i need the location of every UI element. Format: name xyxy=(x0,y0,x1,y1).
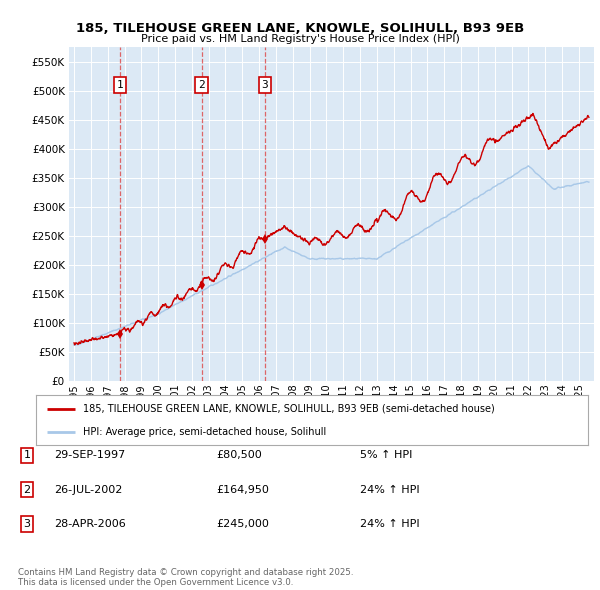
Text: 3: 3 xyxy=(262,80,268,90)
Text: 29-SEP-1997: 29-SEP-1997 xyxy=(54,451,125,460)
Text: £164,950: £164,950 xyxy=(216,485,269,494)
Text: 24% ↑ HPI: 24% ↑ HPI xyxy=(360,519,419,529)
Text: 1: 1 xyxy=(117,80,124,90)
Text: £80,500: £80,500 xyxy=(216,451,262,460)
Text: 185, TILEHOUSE GREEN LANE, KNOWLE, SOLIHULL, B93 9EB (semi-detached house): 185, TILEHOUSE GREEN LANE, KNOWLE, SOLIH… xyxy=(83,404,494,414)
Text: HPI: Average price, semi-detached house, Solihull: HPI: Average price, semi-detached house,… xyxy=(83,427,326,437)
Text: 2: 2 xyxy=(23,485,31,494)
Text: 2: 2 xyxy=(198,80,205,90)
Text: 1: 1 xyxy=(23,451,31,460)
Text: Contains HM Land Registry data © Crown copyright and database right 2025.
This d: Contains HM Land Registry data © Crown c… xyxy=(18,568,353,587)
Text: 3: 3 xyxy=(23,519,31,529)
Text: 185, TILEHOUSE GREEN LANE, KNOWLE, SOLIHULL, B93 9EB: 185, TILEHOUSE GREEN LANE, KNOWLE, SOLIH… xyxy=(76,22,524,35)
Text: 28-APR-2006: 28-APR-2006 xyxy=(54,519,126,529)
Text: 26-JUL-2002: 26-JUL-2002 xyxy=(54,485,122,494)
Text: 5% ↑ HPI: 5% ↑ HPI xyxy=(360,451,412,460)
Text: 24% ↑ HPI: 24% ↑ HPI xyxy=(360,485,419,494)
Text: Price paid vs. HM Land Registry's House Price Index (HPI): Price paid vs. HM Land Registry's House … xyxy=(140,34,460,44)
Text: £245,000: £245,000 xyxy=(216,519,269,529)
